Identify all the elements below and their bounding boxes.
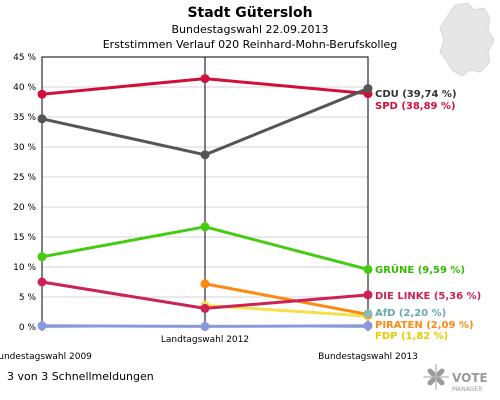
chart-title: Stadt Gütersloh (187, 5, 312, 21)
data-point (37, 321, 47, 331)
series-value-label: AfD (2,20 %) (375, 308, 446, 319)
y-tick-label: 10 % (13, 263, 36, 273)
series-sonstige (37, 321, 373, 331)
y-tick-label: 35 % (13, 113, 36, 123)
series-value-label: SPD (38,89 %) (375, 101, 456, 112)
series-piraten (200, 279, 373, 319)
y-tick-label: 40 % (13, 83, 36, 93)
series-spd (37, 74, 373, 99)
series-value-label: CDU (39,74 %) (375, 89, 457, 100)
chart-subtitle: Bundestagswahl 22.09.2013 (172, 23, 329, 36)
y-tick-label: 15 % (13, 233, 36, 243)
logo-text-vote: VOTE (452, 371, 488, 385)
data-point (37, 277, 47, 287)
series-value-label: DIE LINKE (5,36 %) (375, 291, 481, 302)
data-point (363, 264, 373, 274)
series-value-label: GRÜNE (9,59 %) (375, 262, 465, 276)
series-segment (203, 225, 370, 271)
y-tick-label: 45 % (13, 53, 36, 63)
x-tick-label: Landtagswahl 2012 (161, 335, 249, 345)
y-tick-label: 25 % (13, 173, 36, 183)
logo-cross-icon (423, 364, 449, 390)
chart-subtitle-2: Erststimmen Verlauf 020 Reinhard-Mohn-Be… (103, 38, 398, 51)
series-segment (40, 117, 207, 157)
series-segment (40, 280, 207, 310)
data-point (200, 321, 210, 331)
data-point (37, 89, 47, 99)
data-point (200, 74, 210, 84)
x-tick-label: Bundestagswahl 2009 (0, 352, 92, 362)
germany-map-icon (439, 2, 495, 77)
data-point (200, 222, 210, 232)
data-point (363, 290, 373, 300)
logo-text-manager: MANAGER (452, 386, 482, 393)
y-tick-label: 30 % (13, 143, 36, 153)
series-cdu (37, 84, 373, 160)
data-point (200, 150, 210, 160)
y-tick-label: 0 % (19, 323, 37, 333)
series-afd (363, 309, 373, 319)
y-tick-label: 20 % (13, 203, 36, 213)
x-axis-ticks: Bundestagswahl 2009 Landtagswahl 2012 Bund… (0, 335, 418, 362)
x-tick-label: Bundestagswahl 2013 (318, 352, 418, 362)
y-axis-ticks: 45 % 40 % 35 % 30 % 25 % 20 % 15 % 10 % 5 % 0 % (13, 53, 36, 333)
series-lines (37, 74, 373, 331)
data-point (363, 84, 373, 94)
data-point (200, 303, 210, 313)
series-labels: CDU (39,74 %)SPD (38,89 %) GRÜNE (9,59 %)… (375, 89, 481, 342)
series-segment (40, 324, 207, 328)
status-text: 3 von 3 Schnellmeldungen (7, 370, 154, 383)
data-point (363, 309, 373, 319)
series-segment (203, 293, 370, 310)
data-point (363, 321, 373, 331)
series-segment (203, 87, 370, 157)
y-tick-label: 5 % (19, 293, 37, 303)
vote-manager-logo: VOTE MANAGER (423, 364, 488, 393)
series-gr-ne (37, 222, 373, 274)
data-point (37, 114, 47, 124)
series-segment (203, 77, 370, 96)
data-point (200, 279, 210, 289)
series-segment (40, 77, 207, 96)
series-value-label: FDP (1,82 %) (375, 331, 448, 342)
series-segment (203, 324, 370, 328)
series-value-label: PIRATEN (2,09 %) (375, 320, 474, 331)
series-die-linke (37, 277, 373, 313)
data-point (37, 252, 47, 262)
series-segment (203, 282, 370, 316)
series-segment (40, 225, 207, 259)
